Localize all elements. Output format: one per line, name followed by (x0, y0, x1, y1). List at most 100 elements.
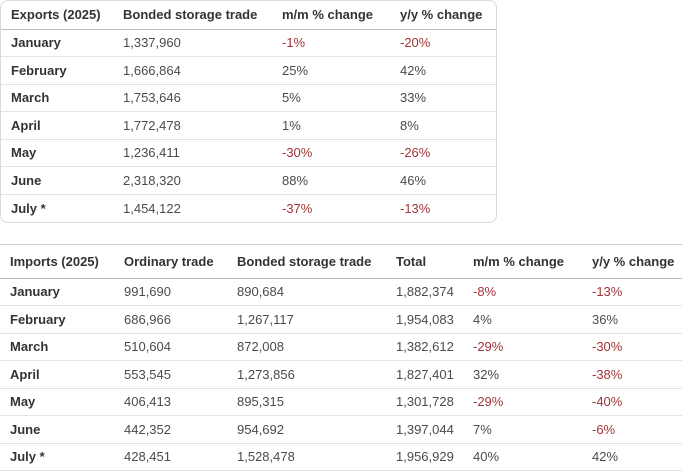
month-cell: June (1, 166, 113, 194)
value-cell: -30% (272, 138, 390, 167)
value-cell: 991,690 (124, 284, 171, 300)
table-row: April 553,545 1,273,856 1,827,401 32% -38% (0, 360, 682, 388)
month-cell: May (1, 138, 113, 167)
value-cell: -20% (400, 35, 431, 51)
table-row: February 1,666,864 25% 42% (1, 56, 496, 84)
month-cell: March (1, 83, 113, 112)
value-cell: -29% (463, 387, 582, 416)
value-cell: 1,666,864 (113, 56, 272, 84)
value-cell: -13% (592, 284, 623, 300)
value-cell: 88% (272, 166, 390, 194)
month-cell: June (0, 415, 114, 443)
value-cell: 1,273,856 (227, 360, 386, 388)
value-cell: 1,772,478 (113, 111, 272, 139)
value-cell: -30% (582, 332, 682, 361)
table-row: July * 1,454,122 -37% -13% (1, 193, 496, 222)
table-row: February 686,966 1,267,117 1,954,083 4% 36% (0, 305, 682, 333)
table-title-header: Imports (2025) (0, 245, 114, 279)
exports-table: Exports (2025) Bonded storage trade m/m % … (1, 1, 496, 222)
month-cell: March (0, 332, 114, 361)
value-cell: 895,315 (227, 387, 386, 416)
value-cell: -6% (582, 415, 682, 443)
value-cell: -8% (473, 284, 497, 300)
value-cell: 1% (272, 111, 390, 139)
table-row: January 991,690 890,684 1,882,374 -8% -13% (0, 278, 682, 306)
column-header: Bonded storage trade (227, 245, 386, 279)
value-cell: -26% (390, 138, 496, 167)
table-row: March 1,753,646 5% 33% (1, 83, 496, 112)
table-row: May 1,236,411 -30% -26% (1, 138, 496, 167)
value-cell: -13% (390, 193, 496, 222)
value-cell: -37% (272, 193, 390, 222)
table-row: June 442,352 954,692 1,397,044 7% -6% (0, 415, 682, 443)
value-cell: 1,753,646 (113, 83, 272, 112)
value-cell: 1,301,728 (386, 387, 463, 416)
value-cell: 8% (390, 111, 496, 139)
month-cell: July * (1, 193, 113, 222)
table-row: April 1,772,478 1% 8% (1, 111, 496, 139)
header-row: Imports (2025) Ordinary trade Bonded stora… (0, 245, 682, 279)
value-cell: 872,008 (227, 332, 386, 361)
value-cell: 36% (582, 305, 682, 333)
month-cell: May (0, 387, 114, 416)
table-row: July * 428,451 1,528,478 1,956,929 40% 42% (0, 442, 682, 471)
value-cell: 1,954,083 (386, 305, 463, 333)
value-cell: 1,882,374 (396, 284, 454, 300)
value-cell: 954,692 (227, 415, 386, 443)
value-cell: -1% (282, 35, 306, 51)
value-cell: 42% (390, 56, 496, 84)
header-row: Exports (2025) Bonded storage trade m/m % … (1, 1, 496, 30)
value-cell: 890,684 (237, 284, 284, 300)
value-cell: 686,966 (114, 305, 227, 333)
value-cell: 42% (582, 442, 682, 471)
value-cell: 1,454,122 (113, 193, 272, 222)
imports-table-section: Imports (2025) Ordinary trade Bonded stora… (0, 244, 682, 471)
value-cell: 32% (463, 360, 582, 388)
column-header: Total (386, 245, 463, 279)
table-row: January 1,337,960 -1% -20% (1, 29, 496, 57)
table-title-header: Exports (2025) (1, 1, 113, 30)
value-cell: 1,956,929 (386, 442, 463, 471)
value-cell: -29% (463, 332, 582, 361)
value-cell: 510,604 (114, 332, 227, 361)
value-cell: 25% (272, 56, 390, 84)
value-cell: 5% (272, 83, 390, 112)
imports-table: Imports (2025) Ordinary trade Bonded stora… (0, 245, 682, 471)
exports-table-card: Exports (2025) Bonded storage trade m/m % … (0, 0, 497, 223)
table-row: June 2,318,320 88% 46% (1, 166, 496, 194)
table-row: March 510,604 872,008 1,382,612 -29% -30% (0, 332, 682, 361)
value-cell: -40% (582, 387, 682, 416)
month-cell: January (10, 284, 60, 300)
month-cell: April (1, 111, 113, 139)
month-cell: April (0, 360, 114, 388)
value-cell: 1,267,117 (227, 305, 386, 333)
value-cell: 1,382,612 (386, 332, 463, 361)
column-header: y/y % change (582, 245, 682, 279)
imports-table-body: January 991,690 890,684 1,882,374 -8% -13% Feb… (0, 278, 682, 471)
value-cell: 1,397,044 (386, 415, 463, 443)
value-cell: 553,545 (114, 360, 227, 388)
month-cell: July * (0, 442, 114, 471)
value-cell: 4% (463, 305, 582, 333)
month-cell: February (1, 56, 113, 84)
value-cell: 1,236,411 (113, 138, 272, 167)
value-cell: 442,352 (114, 415, 227, 443)
value-cell: 2,318,320 (113, 166, 272, 194)
value-cell: 1,528,478 (227, 442, 386, 471)
exports-table-body: January 1,337,960 -1% -20% February 1,666,864… (1, 29, 496, 222)
exports-table-header: Exports (2025) Bonded storage trade m/m % … (1, 1, 496, 30)
value-cell: 1,827,401 (386, 360, 463, 388)
value-cell: 1,337,960 (123, 35, 181, 51)
column-header: Bonded storage trade (113, 1, 272, 30)
value-cell: 46% (390, 166, 496, 194)
value-cell: 40% (463, 442, 582, 471)
value-cell: -38% (582, 360, 682, 388)
table-row: May 406,413 895,315 1,301,728 -29% -40% (0, 387, 682, 416)
column-header: m/m % change (463, 245, 582, 279)
value-cell: 7% (463, 415, 582, 443)
value-cell: 428,451 (114, 442, 227, 471)
column-header: Ordinary trade (114, 245, 227, 279)
imports-table-header: Imports (2025) Ordinary trade Bonded stora… (0, 245, 682, 279)
column-header: y/y % change (390, 1, 496, 30)
value-cell: 406,413 (114, 387, 227, 416)
